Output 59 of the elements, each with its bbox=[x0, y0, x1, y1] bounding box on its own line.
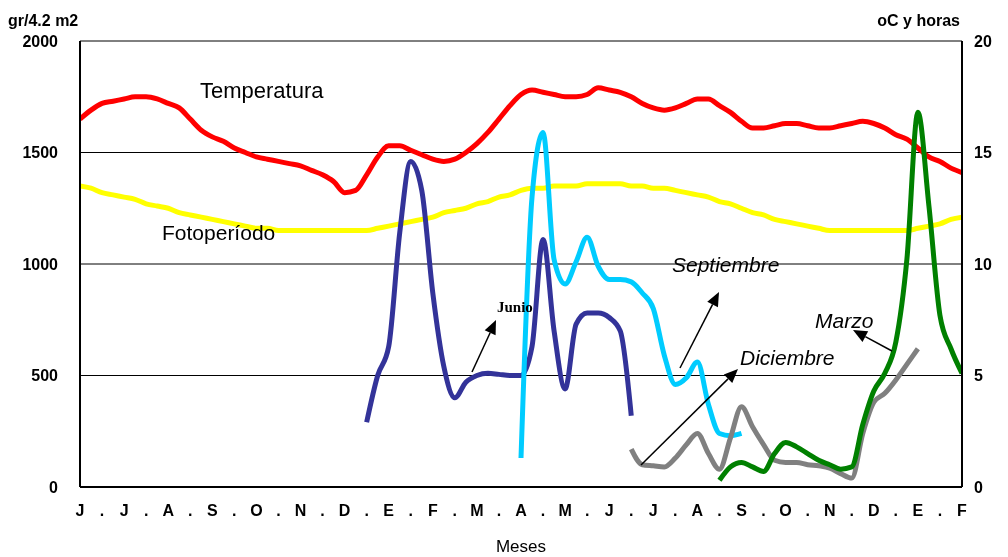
series-label: Diciembre bbox=[740, 346, 835, 369]
x-tick-label: . bbox=[320, 502, 325, 520]
series-label: Marzo bbox=[815, 309, 874, 332]
x-tick-label: J bbox=[119, 502, 129, 520]
y2-tick-label: 0 bbox=[974, 478, 983, 496]
x-tick-label: . bbox=[893, 502, 899, 520]
y-axis-title: gr/4.2 m2 bbox=[8, 12, 79, 29]
x-tick-label: O bbox=[250, 502, 263, 520]
x-tick-label: . bbox=[99, 502, 105, 520]
y-tick-label: 1000 bbox=[22, 255, 59, 273]
series-label: Fotoperíodo bbox=[162, 221, 276, 244]
x-tick-label: F bbox=[957, 502, 968, 520]
x-tick-label: . bbox=[408, 502, 413, 520]
y-tick-label: 1500 bbox=[22, 144, 59, 162]
x-tick-label: . bbox=[805, 502, 810, 520]
x-tick-label: . bbox=[717, 502, 722, 520]
x-tick-label: . bbox=[143, 502, 149, 520]
x-tick-label: . bbox=[496, 502, 502, 520]
series-label: Septiembre bbox=[672, 253, 780, 276]
x-tick-label: M bbox=[470, 502, 484, 520]
x-tick-label: . bbox=[276, 502, 281, 520]
x-tick-label: D bbox=[338, 502, 351, 520]
x-tick-label: . bbox=[540, 502, 546, 520]
x-tick-label: F bbox=[427, 502, 438, 520]
y-tick-label: 2000 bbox=[22, 32, 59, 50]
x-tick-label: N bbox=[294, 502, 307, 520]
x-tick-label: A bbox=[691, 502, 704, 520]
x-tick-label: J bbox=[75, 502, 85, 520]
y2-axis-title: oC y horas bbox=[877, 12, 961, 29]
x-tick-label: . bbox=[452, 502, 458, 520]
x-tick-label: . bbox=[232, 502, 237, 520]
x-tick-label: S bbox=[736, 502, 748, 520]
x-tick-label: . bbox=[761, 502, 766, 520]
x-tick-label: E bbox=[383, 502, 395, 520]
x-tick-label: O bbox=[779, 502, 792, 520]
x-tick-label: . bbox=[364, 502, 369, 520]
y-tick-label: 500 bbox=[31, 367, 59, 385]
x-tick-label: . bbox=[188, 502, 193, 520]
x-axis-title: Meses bbox=[495, 537, 547, 556]
x-tick-label: A bbox=[515, 502, 528, 520]
x-tick-label: M bbox=[558, 502, 572, 520]
y2-tick-label: 10 bbox=[974, 255, 992, 273]
x-tick-label: . bbox=[937, 502, 943, 520]
x-tick-label: A bbox=[162, 502, 175, 520]
series-label: Temperatura bbox=[200, 78, 325, 103]
x-tick-label: J bbox=[604, 502, 614, 520]
x-tick-label: . bbox=[584, 502, 590, 520]
x-tick-label: D bbox=[868, 502, 880, 520]
x-tick-label: S bbox=[206, 502, 218, 520]
x-tick-label: J bbox=[648, 502, 658, 520]
y2-tick-label: 20 bbox=[974, 32, 992, 50]
x-tick-label: N bbox=[823, 502, 836, 520]
y2-tick-label: 15 bbox=[974, 144, 992, 162]
x-tick-label: E bbox=[912, 502, 924, 520]
x-tick-label: . bbox=[849, 502, 854, 520]
y-tick-label: 0 bbox=[49, 478, 59, 496]
x-tick-label: . bbox=[673, 502, 678, 520]
y2-tick-label: 5 bbox=[974, 367, 983, 385]
x-tick-label: . bbox=[629, 502, 634, 520]
